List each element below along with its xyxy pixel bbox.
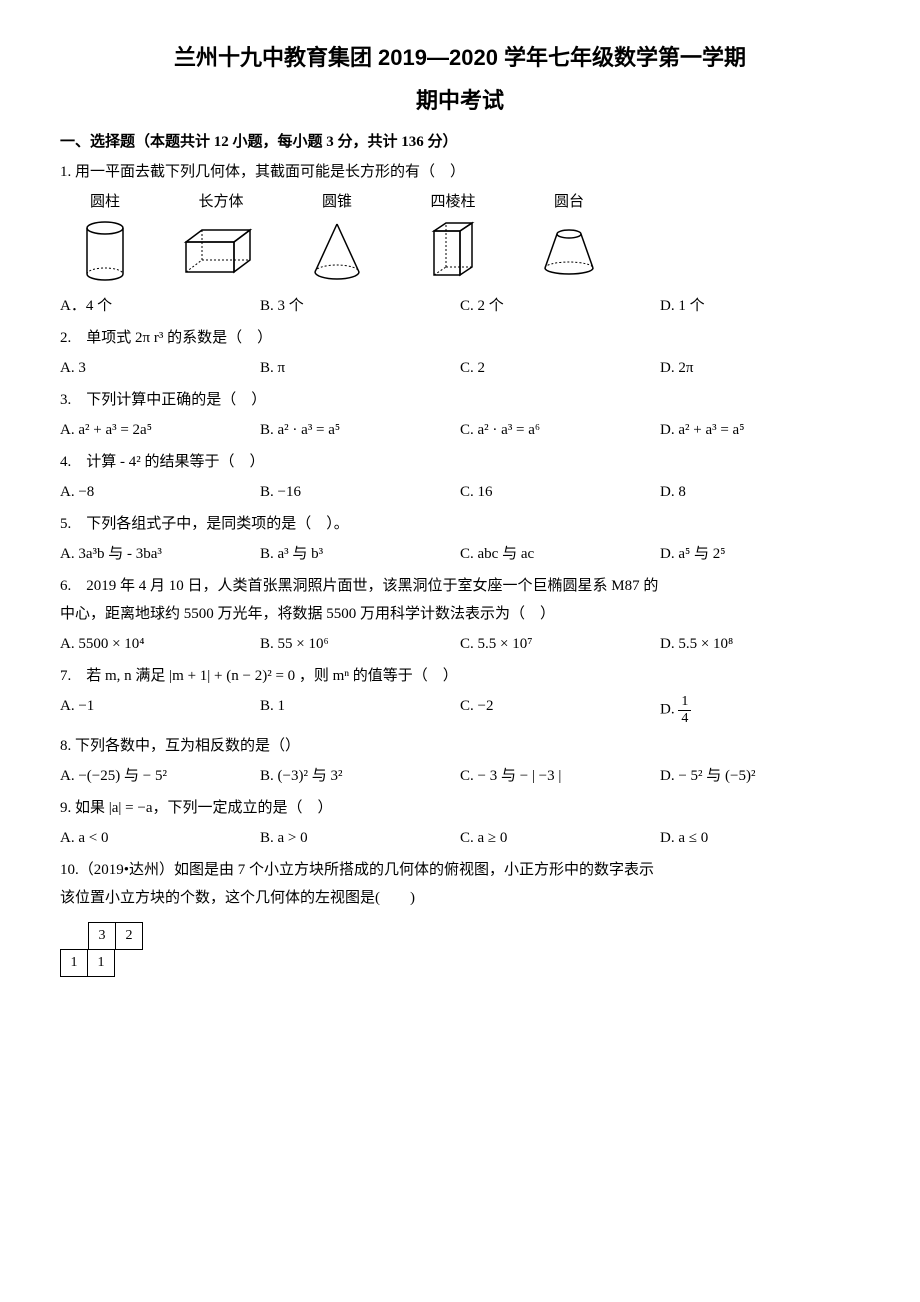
- q7-options: A. −1 B. 1 C. −2 D. 14: [60, 694, 860, 726]
- shape-cuboid: 长方体: [176, 190, 266, 284]
- q8-opt-a: A. −(−25) 与 − 5²: [60, 764, 260, 788]
- q9-opt-b: B. a > 0: [260, 826, 460, 850]
- q1-opt-b: B. 3 个: [260, 294, 460, 318]
- q9-opt-a: A. a < 0: [60, 826, 260, 850]
- q3-options: A. a² + a³ = 2a⁵ B. a² · a³ = a⁵ C. a² ·…: [60, 418, 860, 442]
- q9-opt-c: C. a ≥ 0: [460, 826, 660, 850]
- q6-stem-line2: 中心，距离地球约 5500 万光年，将数据 5500 万用科学计数法表示为（ ）: [60, 602, 860, 626]
- q6-options: A. 5500 × 10⁴ B. 55 × 10⁶ C. 5.5 × 10⁷ D…: [60, 632, 860, 656]
- q5-opt-b: B. a³ 与 b³: [260, 542, 460, 566]
- q2-options: A. 3 B. π C. 2 D. 2π: [60, 356, 860, 380]
- q1-opt-a: A．4 个: [60, 294, 260, 318]
- fraction-icon: 14: [678, 694, 691, 726]
- q8-opt-d: D. − 5² 与 (−5)²: [660, 764, 860, 788]
- q7-opt-d: D. 14: [660, 694, 860, 726]
- grid-cell: 3: [88, 922, 116, 950]
- q9-stem: 9. 如果 |a| = −a，下列一定成立的是（ ）: [60, 796, 860, 820]
- shape-label: 四棱柱: [430, 190, 475, 214]
- grid-cell: 1: [60, 949, 88, 977]
- shape-prism: 四棱柱: [408, 190, 498, 284]
- q7-stem: 7. 若 m, n 满足 |m + 1| + (n − 2)² = 0 ，则 m…: [60, 664, 860, 688]
- shape-cylinder: 圆柱: [60, 190, 150, 284]
- q6-opt-c: C. 5.5 × 10⁷: [460, 632, 660, 656]
- q10-stem-line1: 10.（2019•达州）如图是由 7 个小立方块所搭成的几何体的俯视图，小正方形…: [60, 858, 860, 882]
- q4-options: A. −8 B. −16 C. 16 D. 8: [60, 480, 860, 504]
- q7-opt-d-prefix: D.: [660, 702, 678, 718]
- q2-stem: 2. 单项式 2π r³ 的系数是（ ）: [60, 326, 860, 350]
- q6-opt-d: D. 5.5 × 10⁸: [660, 632, 860, 656]
- section-1-heading: 一、选择题（本题共计 12 小题，每小题 3 分，共计 136 分）: [60, 130, 860, 154]
- q2-opt-d: D. 2π: [660, 356, 860, 380]
- shape-label: 圆柱: [90, 190, 120, 214]
- q1-shapes-row: 圆柱 长方体 圆锥: [60, 190, 860, 284]
- q4-opt-c: C. 16: [460, 480, 660, 504]
- q10-stem-line2: 该位置小立方块的个数，这个几何体的左视图是( ): [60, 886, 860, 910]
- q5-options: A. 3a³b 与 - 3ba³ B. a³ 与 b³ C. abc 与 ac …: [60, 542, 860, 566]
- grid-cell: 1: [87, 949, 115, 977]
- q8-stem: 8. 下列各数中，互为相反数的是（）: [60, 734, 860, 758]
- q8-opt-b: B. (−3)² 与 3²: [260, 764, 460, 788]
- frac-num: 1: [678, 694, 691, 710]
- q5-opt-d: D. a⁵ 与 2⁵: [660, 542, 860, 566]
- grid-empty: [60, 922, 88, 950]
- q8-options: A. −(−25) 与 − 5² B. (−3)² 与 3² C. − 3 与 …: [60, 764, 860, 788]
- q7-opt-b: B. 1: [260, 694, 460, 726]
- cone-icon: [309, 218, 365, 284]
- q2-opt-b: B. π: [260, 356, 460, 380]
- cuboid-icon: [182, 218, 260, 284]
- shape-frustum: 圆台: [524, 190, 614, 284]
- grid-row: 3 2: [60, 922, 143, 950]
- title-line-2: 期中考试: [60, 83, 860, 118]
- q6-opt-b: B. 55 × 10⁶: [260, 632, 460, 656]
- q3-opt-b: B. a² · a³ = a⁵: [260, 418, 460, 442]
- q6-opt-a: A. 5500 × 10⁴: [60, 632, 260, 656]
- grid-row: 1 1: [60, 949, 143, 977]
- q2-opt-c: C. 2: [460, 356, 660, 380]
- shape-label: 长方体: [198, 190, 243, 214]
- frustum-icon: [539, 218, 599, 284]
- shape-label: 圆锥: [322, 190, 352, 214]
- q7-opt-c: C. −2: [460, 694, 660, 726]
- q3-stem: 3. 下列计算中正确的是（ ）: [60, 388, 860, 412]
- frac-den: 4: [678, 711, 691, 726]
- q3-opt-d: D. a² + a³ = a⁵: [660, 418, 860, 442]
- grid-empty: [115, 949, 143, 977]
- q4-opt-d: D. 8: [660, 480, 860, 504]
- q3-opt-c: C. a² · a³ = a⁶: [460, 418, 660, 442]
- q4-opt-a: A. −8: [60, 480, 260, 504]
- q7-opt-a: A. −1: [60, 694, 260, 726]
- q2-opt-a: A. 3: [60, 356, 260, 380]
- q1-opt-d: D. 1 个: [660, 294, 860, 318]
- q4-stem: 4. 计算 - 4² 的结果等于（ ）: [60, 450, 860, 474]
- q5-opt-c: C. abc 与 ac: [460, 542, 660, 566]
- title-line-1: 兰州十九中教育集团 2019—2020 学年七年级数学第一学期: [60, 40, 860, 75]
- grid-cell: 2: [115, 922, 143, 950]
- q5-opt-a: A. 3a³b 与 - 3ba³: [60, 542, 260, 566]
- q8-opt-c: C. − 3 与 − | −3 |: [460, 764, 660, 788]
- q6-stem-line1: 6. 2019 年 4 月 10 日，人类首张黑洞照片面世，该黑洞位于室女座一个…: [60, 574, 860, 598]
- q1-options: A．4 个 B. 3 个 C. 2 个 D. 1 个: [60, 294, 860, 318]
- cylinder-icon: [83, 218, 127, 284]
- q9-options: A. a < 0 B. a > 0 C. a ≥ 0 D. a ≤ 0: [60, 826, 860, 850]
- q5-stem: 5. 下列各组式子中，是同类项的是（ ）。: [60, 512, 860, 536]
- q1-stem: 1. 用一平面去截下列几何体，其截面可能是长方形的有（ ）: [60, 160, 860, 184]
- q1-opt-c: C. 2 个: [460, 294, 660, 318]
- shape-label: 圆台: [554, 190, 584, 214]
- q3-opt-a: A. a² + a³ = 2a⁵: [60, 418, 260, 442]
- prism-icon: [428, 218, 478, 284]
- q9-opt-d: D. a ≤ 0: [660, 826, 860, 850]
- shape-cone: 圆锥: [292, 190, 382, 284]
- q10-top-view-grid: 3 2 1 1: [60, 922, 143, 977]
- q4-opt-b: B. −16: [260, 480, 460, 504]
